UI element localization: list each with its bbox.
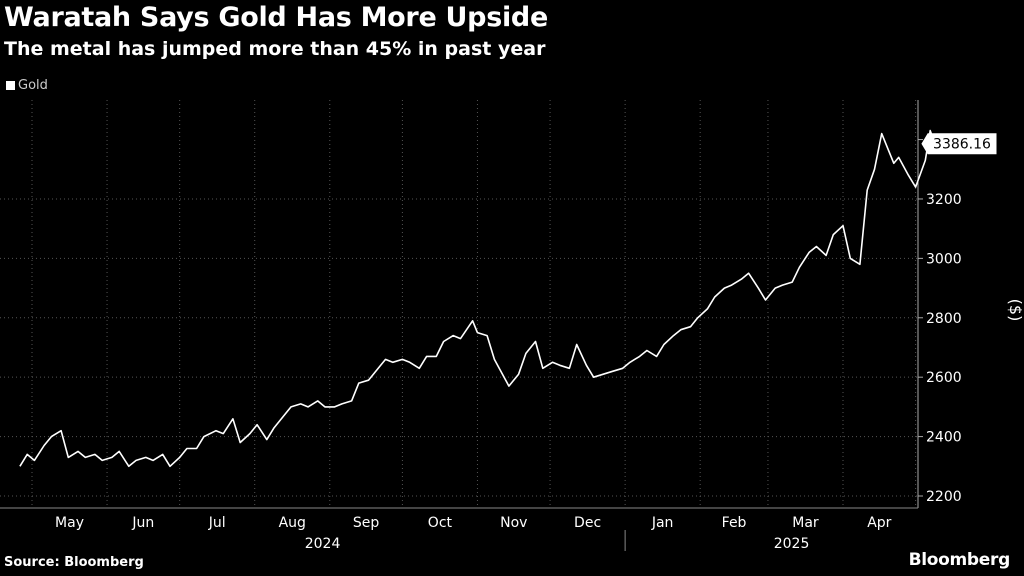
y-tick-label: 3000: [926, 251, 962, 267]
last-value-callout: 3386.16: [921, 133, 997, 155]
x-tick-label: Jul: [208, 515, 226, 531]
last-value-label: 3386.16: [933, 137, 991, 153]
y-axis-label: ($): [1006, 299, 1024, 322]
bloomberg-logo: Bloomberg: [908, 550, 1011, 570]
last-value-box: [921, 133, 997, 155]
x-tick-label: Nov: [500, 515, 527, 531]
source-note: Source: Bloomberg: [4, 555, 144, 570]
x-tick-label: Dec: [574, 515, 601, 531]
x-tick-label: Jun: [131, 515, 154, 531]
x-tick-label: Sep: [353, 515, 380, 531]
series-line-gold: [19, 129, 936, 468]
x-tick-label: Oct: [428, 515, 453, 531]
axes: [0, 100, 923, 551]
chart-subtitle: The metal has jumped more than 45% in pa…: [4, 38, 546, 60]
year-label-2025: 2025: [774, 536, 810, 552]
legend: Gold: [6, 78, 48, 93]
x-tick-label: Aug: [279, 515, 306, 531]
series-layer: [19, 129, 936, 468]
y-tick-label: 2200: [926, 489, 962, 505]
legend-label: Gold: [18, 78, 48, 93]
year-label-2024: 2024: [305, 536, 341, 552]
legend-swatch: [6, 81, 15, 90]
y-tick-label: 3200: [926, 192, 962, 208]
x-tick-label: Jan: [651, 515, 674, 531]
y-tick-label: 2800: [926, 311, 962, 327]
x-tick-label: Mar: [792, 515, 819, 531]
y-tick-label: 2400: [926, 430, 962, 446]
grid-lines: [0, 100, 918, 508]
x-tick-label: Feb: [722, 515, 747, 531]
x-tick-label: Apr: [867, 515, 891, 531]
chart-title: Waratah Says Gold Has More Upside: [4, 2, 548, 33]
x-tick-label: May: [55, 515, 84, 531]
labels: 2200 2400 2600 2800 3000 3200 ($) May Jun Jul Aug S…: [55, 133, 1024, 552]
y-tick-label: 2600: [926, 370, 962, 386]
